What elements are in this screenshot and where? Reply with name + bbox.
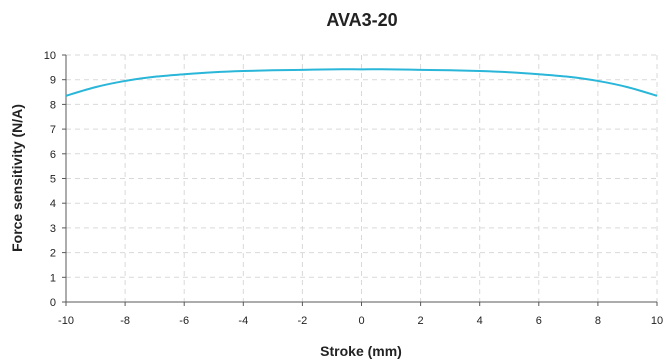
y-tick-label: 9 (50, 75, 56, 87)
tick-labels: 0 1 2 3 4 5 6 7 8 9 10 -10 -8 -6 -4 -2 0 2 4 6 8 10 (44, 50, 663, 327)
y-tick-label: 6 (50, 149, 56, 161)
y-tick-label: 0 (50, 297, 56, 309)
grid-lines (66, 54, 658, 302)
x-tick-label: -4 (238, 315, 248, 327)
x-tick-label: 10 (651, 315, 663, 327)
y-axis-label: Force sensitivity (N/A) (9, 104, 25, 252)
y-tick-label: 1 (50, 272, 56, 284)
chart-title: AVA3-20 (326, 10, 397, 30)
y-tick-label: 7 (50, 124, 56, 136)
y-tick-label: 2 (50, 248, 56, 260)
x-tick-label: -8 (120, 315, 130, 327)
x-tick-label: -2 (298, 315, 308, 327)
series (65, 68, 658, 97)
y-tick-label: 4 (50, 198, 56, 210)
x-tick-label: 6 (536, 315, 542, 327)
x-tick-label: 4 (477, 315, 483, 327)
x-tick-label: -10 (58, 315, 74, 327)
x-axis-label: Stroke (mm) (320, 343, 402, 359)
y-tick-label: 10 (44, 50, 56, 62)
x-tick-label: -6 (179, 315, 189, 327)
series-line (65, 68, 658, 97)
x-tick-label: 0 (358, 315, 364, 327)
y-tick-label: 8 (50, 99, 56, 111)
y-tick-label: 5 (50, 174, 56, 186)
x-tick-label: 2 (418, 315, 424, 327)
x-tick-label: 8 (595, 315, 601, 327)
y-tick-label: 3 (50, 223, 56, 235)
